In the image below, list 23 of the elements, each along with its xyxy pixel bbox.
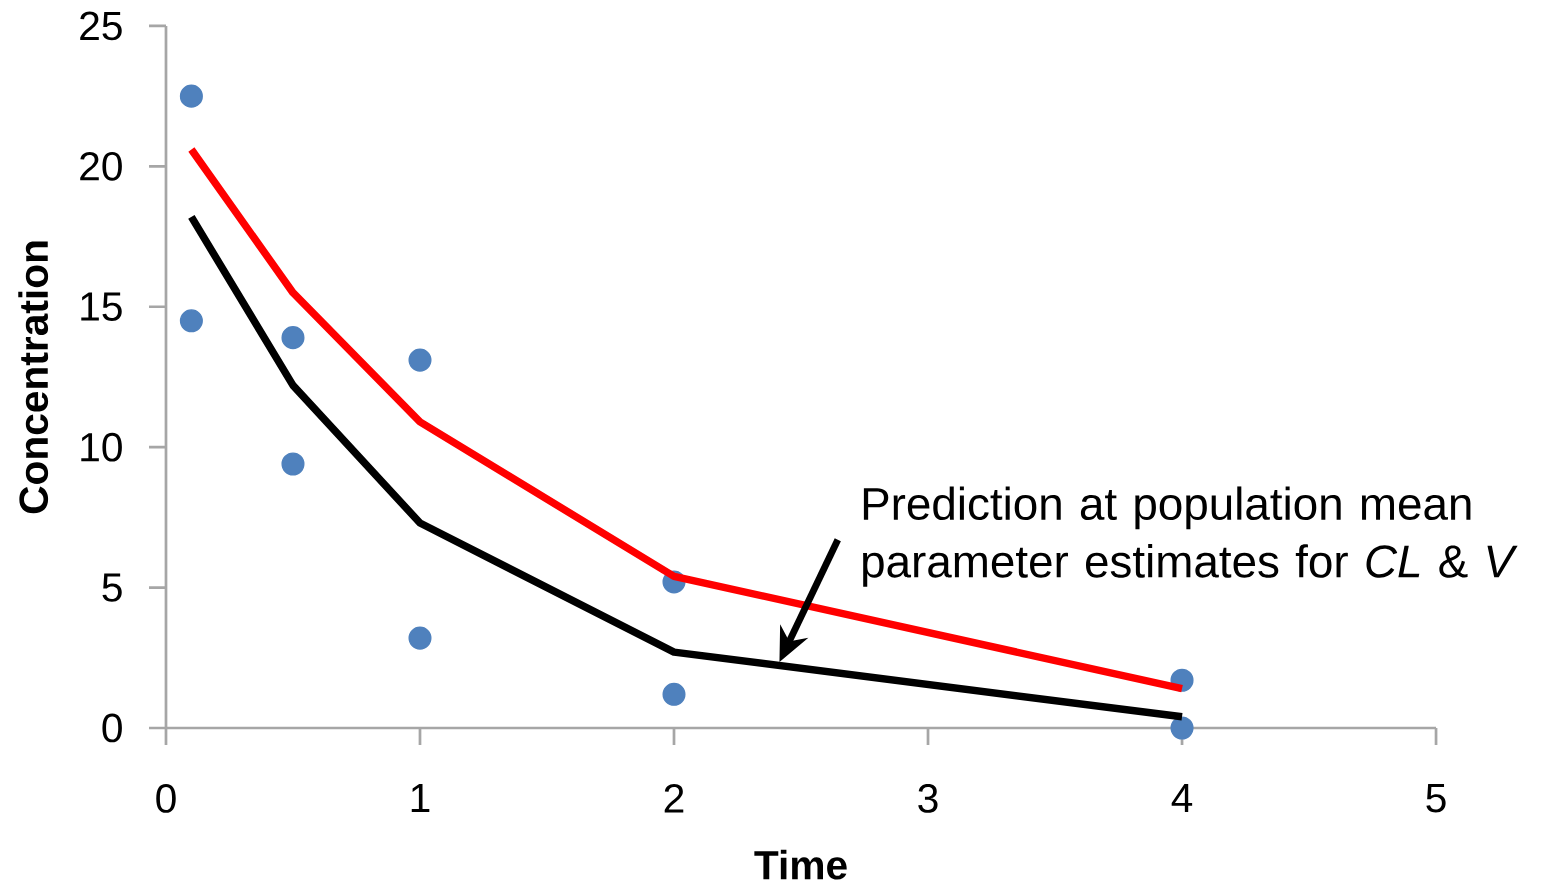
y-tick-label: 25: [80, 11, 122, 41]
y-tick-label: 0: [102, 713, 122, 743]
x-tick-label: 0: [156, 784, 176, 813]
x-axis-title: Time: [754, 849, 847, 880]
point: [662, 682, 686, 706]
y-axis-title: Concentration: [18, 241, 49, 514]
x-tick-label: 2: [664, 784, 684, 813]
x-tick-label: 5: [1426, 784, 1446, 813]
y-tick-label: 10: [81, 432, 122, 462]
y-tick-label: 20: [80, 151, 122, 181]
y-tick-label: 15: [81, 292, 122, 321]
point: [1170, 716, 1194, 740]
x-tick-label: 4: [1171, 784, 1193, 813]
x-tick-label: 3: [918, 784, 938, 813]
y-tick-label: 5: [102, 573, 122, 602]
point: [408, 626, 432, 650]
point: [281, 326, 305, 350]
x-tick-label: 1: [411, 784, 430, 813]
point: [179, 84, 203, 108]
point: [408, 348, 432, 372]
annotation: Prediction at population mean parameter estimates for CL & V: [863, 486, 1518, 587]
point: [179, 309, 203, 333]
point: [281, 452, 305, 476]
